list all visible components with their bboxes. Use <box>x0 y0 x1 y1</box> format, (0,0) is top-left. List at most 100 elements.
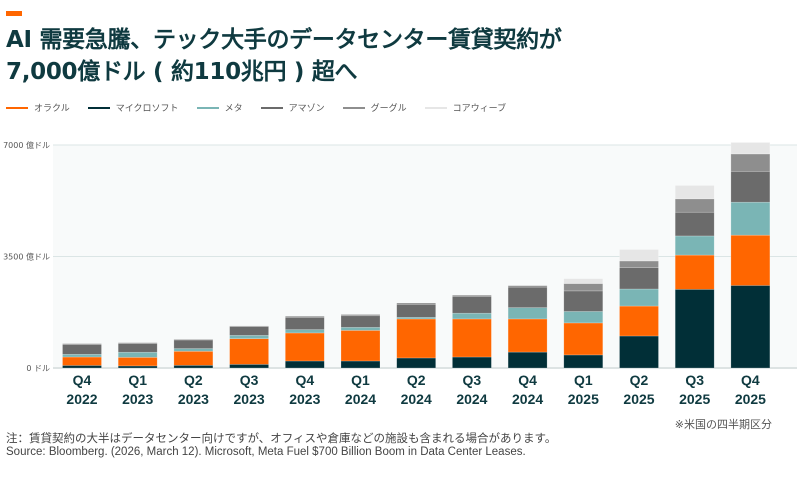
bar-segment <box>730 234 771 286</box>
bar-segment <box>340 360 381 369</box>
bar-segment <box>730 171 771 203</box>
bar-segment <box>507 318 548 353</box>
bar-segment <box>284 332 325 362</box>
bar-segment <box>229 335 269 339</box>
legend-label: コアウィーブ <box>452 104 507 114</box>
bar-segment <box>229 325 269 327</box>
x-tick-label: Q4 <box>73 372 92 388</box>
legend-item: オラクル <box>6 101 70 114</box>
bar-segment <box>619 267 659 290</box>
legend-label: アマゾン <box>288 104 325 114</box>
bar-segment <box>563 311 604 324</box>
bar-segment <box>117 351 158 358</box>
bar-segment <box>173 339 214 341</box>
x-tick-label: 2025 <box>679 391 710 407</box>
bar-segment <box>563 322 604 356</box>
x-tick-label: Q3 <box>463 372 482 388</box>
bar-segment <box>340 330 381 362</box>
bar-segment <box>619 260 659 268</box>
bar-segment <box>674 289 715 369</box>
bar-segment <box>563 283 604 292</box>
x-tick-label: 2024 <box>401 391 432 407</box>
bar-segment <box>117 342 158 344</box>
bar-segment <box>117 357 158 367</box>
bar-segment <box>340 314 381 317</box>
legend: オラクル マイクロソフト メタ アマゾン グーグル コアウィーブ <box>6 101 524 114</box>
x-tick-label: 2025 <box>568 391 599 407</box>
chart-title: AI 需要急騰、テック大手のデータセンター賃貸契約が 7,000億ドル ( 約1… <box>6 24 562 88</box>
bar-segment <box>674 211 715 237</box>
bar-segment <box>229 326 269 336</box>
x-tick-label: Q2 <box>630 372 649 388</box>
legend-item: マイクロソフト <box>87 101 179 114</box>
bar-segment <box>674 254 715 290</box>
bar-segment <box>730 201 771 236</box>
x-tick-label: Q2 <box>184 372 203 388</box>
x-tick-label: 2023 <box>289 391 320 407</box>
legend-label: マイクロソフト <box>115 104 179 114</box>
bar-segment <box>62 365 102 369</box>
legend-label: オラクル <box>34 104 70 114</box>
bar-segment <box>117 343 158 353</box>
legend-item: グーグル <box>342 101 407 114</box>
bar-segment <box>674 235 715 256</box>
bar-segment <box>62 343 102 345</box>
bar-segment <box>117 365 158 369</box>
bar-segment <box>619 249 659 262</box>
bar-segment <box>396 318 437 359</box>
x-tick-label: Q3 <box>240 372 259 388</box>
bar-segment <box>62 344 102 355</box>
x-tick-label: Q4 <box>295 372 314 388</box>
bar-segment <box>284 329 325 334</box>
bar-segment <box>452 318 492 358</box>
bar-segment <box>173 364 214 369</box>
x-tick-label: Q4 <box>518 372 537 388</box>
region-note: ※米国の四半期区分 <box>674 418 772 431</box>
bar-segment <box>563 354 604 369</box>
x-tick-label: Q1 <box>574 372 593 388</box>
bar-segment <box>173 350 214 366</box>
bar-segment <box>674 198 715 213</box>
title-line-2: 7,000億ドル ( 約110兆円 ) 超へ <box>6 59 358 85</box>
y-tick-label: 7000 億ドル <box>3 140 50 150</box>
bar-segment <box>730 153 771 172</box>
bar-segment <box>674 185 715 200</box>
bar-segment <box>452 356 492 369</box>
bar-segment <box>507 285 548 288</box>
bar-segment <box>284 315 325 318</box>
source-citation: Source: Bloomberg. (2026, March 12). Mic… <box>6 446 526 458</box>
x-tick-label: 2022 <box>66 391 97 407</box>
legend-swatch <box>260 106 283 109</box>
bar-segment <box>284 317 325 330</box>
bar-segment <box>340 327 381 331</box>
x-tick-label: 2023 <box>178 391 209 407</box>
x-tick-label: Q3 <box>685 372 704 388</box>
legend-swatch <box>6 106 28 109</box>
x-tick-label: 2024 <box>512 391 543 407</box>
footnote: 注：賃貸契約の大半はデータセンター向けですが、オフィスや倉庫などの施設も含まれる… <box>6 433 557 445</box>
x-tick-label: 2025 <box>735 391 766 407</box>
bar-segment <box>507 307 548 320</box>
bar-segment <box>62 354 102 358</box>
bar-segment <box>396 302 437 305</box>
y-tick-label: 0 ドル <box>26 364 50 373</box>
bar-segment <box>619 305 659 337</box>
x-tick-label: 2023 <box>122 391 153 407</box>
legend-label: メタ <box>224 104 243 114</box>
legend-swatch <box>424 106 447 109</box>
bar-segment <box>507 286 548 308</box>
bar-segment <box>619 288 659 307</box>
title-line-1: AI 需要急騰、テック大手のデータセンター賃貸契約が <box>6 27 562 53</box>
x-tick-label: 2024 <box>345 391 376 407</box>
bar-segment <box>229 364 269 369</box>
x-tick-label: 2023 <box>234 391 265 407</box>
bar-segment <box>229 338 269 365</box>
x-tick-label: Q2 <box>407 372 426 388</box>
bar-segment <box>173 348 214 352</box>
bar-segment <box>340 315 381 328</box>
x-tick-label: 2024 <box>456 391 487 407</box>
x-tick-label: Q4 <box>741 372 760 388</box>
legend-label: グーグル <box>370 104 407 114</box>
legend-item: コアウィーブ <box>424 101 507 114</box>
